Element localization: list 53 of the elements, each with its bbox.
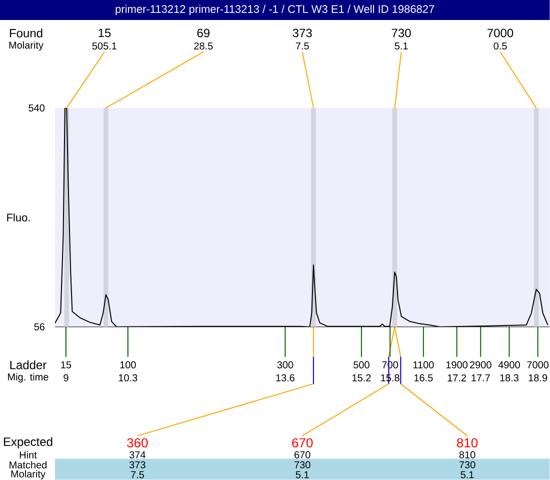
x-tick-label: 9 <box>64 374 68 382</box>
text: Mig. time <box>8 373 48 383</box>
text: 505.1 <box>92 42 116 50</box>
text: Molarity <box>11 470 46 480</box>
x-tick-label: 10.3 <box>118 374 138 382</box>
text: Expected <box>4 437 52 448</box>
x-tick-label: 18.9 <box>528 374 548 382</box>
text: 7000 <box>527 361 549 368</box>
chart-title: primer-113212 primer-113213 / -1 / CTL W3 E1 / Well ID 1986827 <box>116 4 434 16</box>
annotation: 373 <box>292 28 312 38</box>
x-tick-label: 16.5 <box>414 374 433 382</box>
text: 5.1 <box>460 471 474 478</box>
text: Ladder <box>10 360 46 370</box>
annotation: 810 <box>457 438 478 448</box>
y-tick-label: 56 <box>34 323 44 330</box>
text: 2900 <box>470 361 492 368</box>
text: Molarity <box>9 41 44 51</box>
annotation: 360 <box>127 438 148 448</box>
text: 4900 <box>498 361 520 368</box>
text: Hint <box>20 451 37 459</box>
text: 374 <box>129 451 146 458</box>
x-tick-label: 15.2 <box>352 374 371 382</box>
x-tick-label: 18.3 <box>500 374 519 382</box>
text: 373 <box>129 461 146 468</box>
text: Found <box>10 28 42 38</box>
annotation: 15 <box>98 28 111 38</box>
annotation: 670 <box>292 438 313 448</box>
text: 670 <box>294 451 310 458</box>
text: 7.5 <box>296 42 309 50</box>
text: Matched <box>10 461 47 469</box>
x-tick-label: 13.6 <box>276 374 294 382</box>
text: 5.1 <box>296 471 309 478</box>
text: 730 <box>294 461 310 468</box>
text: 15 <box>61 361 72 368</box>
x-tick-label: 17.7 <box>472 374 490 382</box>
text: 300 <box>277 361 294 368</box>
text: 28.5 <box>194 42 213 50</box>
text: 0.5 <box>494 42 507 50</box>
line-series <box>54 108 548 327</box>
annotation: 69 <box>197 28 210 38</box>
text: 810 <box>459 451 476 458</box>
x-tick-label: 17.2 <box>448 374 466 382</box>
text: 1100 <box>413 361 434 368</box>
y-axis-title: Fluo. <box>7 213 30 222</box>
text: 730 <box>459 461 476 468</box>
annotation: 7000 <box>488 28 514 38</box>
text: 5.1 <box>394 42 408 50</box>
y-tick-label: 540 <box>28 104 45 112</box>
annotation: 730 <box>392 28 411 38</box>
text: 500 <box>354 361 370 368</box>
text: 7.5 <box>131 471 144 478</box>
text: 100 <box>120 361 136 368</box>
text: 1900 <box>446 361 468 368</box>
